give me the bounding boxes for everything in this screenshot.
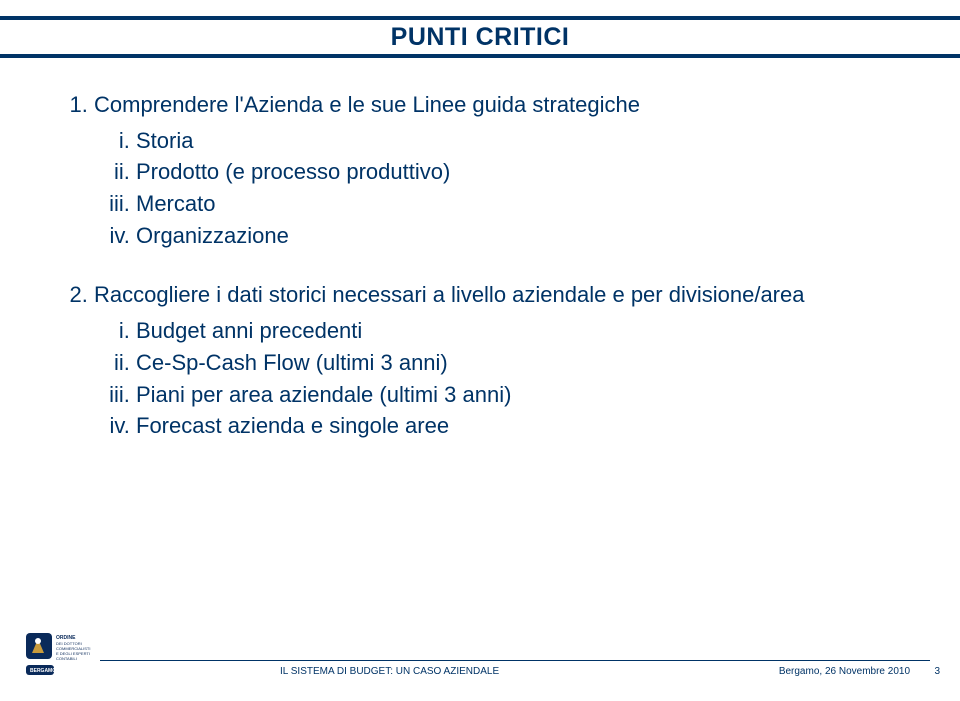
sub-list-item: Ce-Sp-Cash Flow (ultimi 3 anni) [136,348,896,378]
list-item-text: Comprendere l'Azienda e le sue Linee gui… [94,92,640,117]
sub-list-item: Piani per area aziendale (ultimi 3 anni) [136,380,896,410]
footer-left-text: IL SISTEMA DI BUDGET: UN CASO AZIENDALE [280,666,499,677]
footer: ORDINE DEI DOTTORI COMMERCIALISTI E DEGL… [0,623,960,683]
list-item: Raccogliere i dati storici necessari a l… [94,280,896,440]
title-bar: PUNTI CRITICI [0,16,960,58]
sub-list: Storia Prodotto (e processo produttivo) … [94,126,896,251]
list-item: Comprendere l'Azienda e le sue Linee gui… [94,90,896,250]
svg-text:BERGAMO: BERGAMO [30,668,56,674]
sub-list-item: Prodotto (e processo produttivo) [136,157,896,187]
slide-title: PUNTI CRITICI [391,23,570,52]
list-item-text: Raccogliere i dati storici necessari a l… [94,282,804,307]
logo-icon: ORDINE DEI DOTTORI COMMERCIALISTI E DEGL… [24,627,94,679]
main-list: Comprendere l'Azienda e le sue Linee gui… [64,90,896,441]
slide-content: Comprendere l'Azienda e le sue Linee gui… [64,90,896,471]
sub-list: Budget anni precedenti Ce-Sp-Cash Flow (… [94,316,896,441]
footer-divider [100,660,930,661]
slide: PUNTI CRITICI Comprendere l'Azienda e le… [0,0,960,701]
sub-list-item: Mercato [136,189,896,219]
footer-right-text: Bergamo, 26 Novembre 2010 [779,666,910,677]
sub-list-item: Organizzazione [136,221,896,251]
sub-list-item: Storia [136,126,896,156]
sub-list-item: Budget anni precedenti [136,316,896,346]
sub-list-item: Forecast azienda e singole aree [136,411,896,441]
footer-page-number: 3 [934,666,940,677]
svg-text:CONTABILI: CONTABILI [56,656,77,661]
